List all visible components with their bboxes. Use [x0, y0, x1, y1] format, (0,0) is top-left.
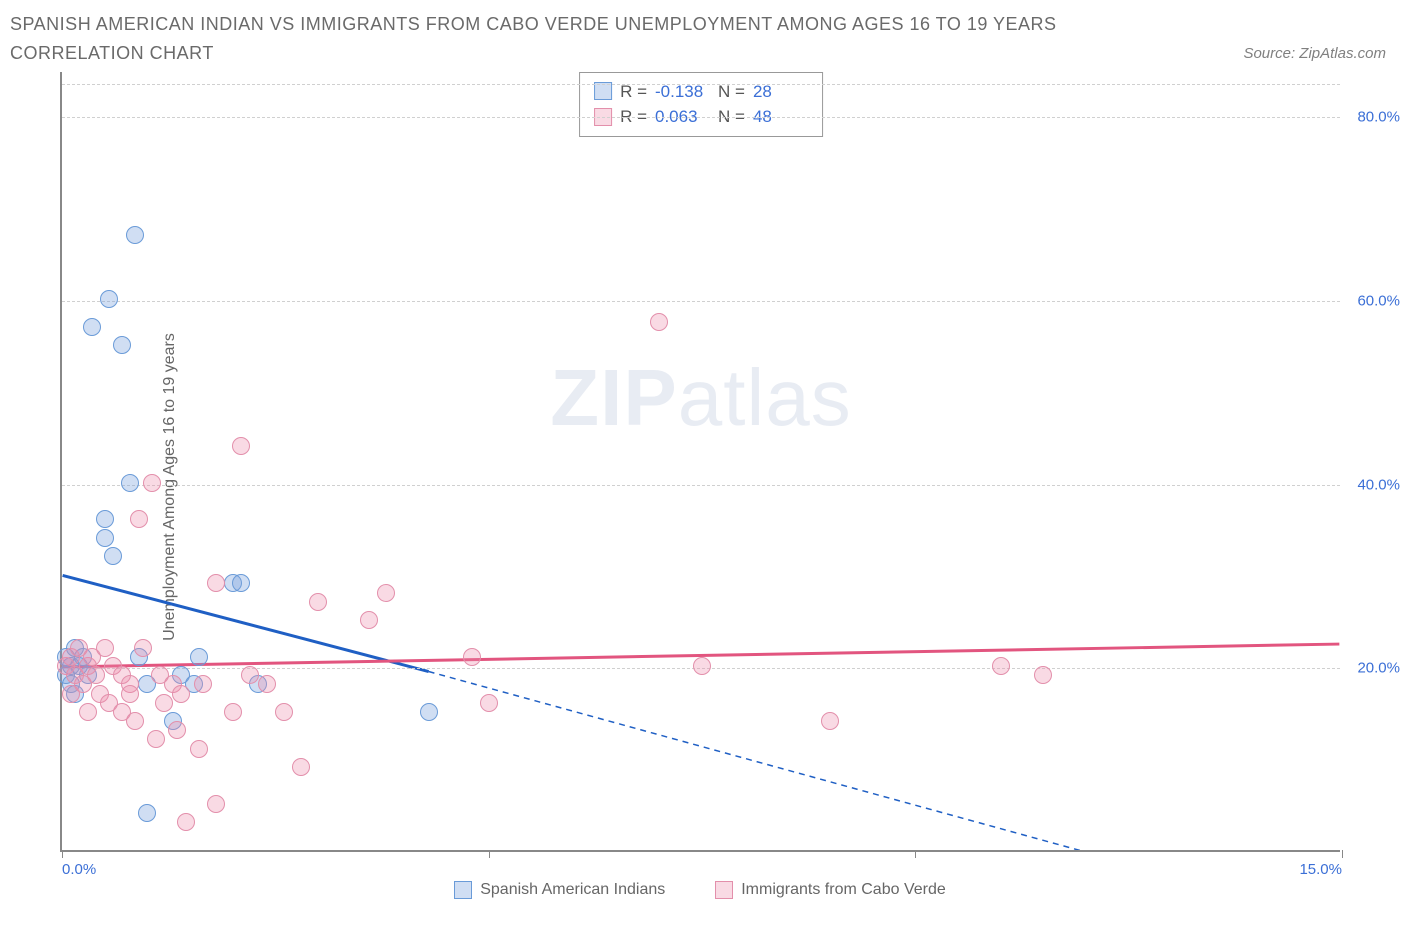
- scatter-point: [232, 437, 250, 455]
- scatter-point: [207, 574, 225, 592]
- stats-legend-box: R =-0.138 N =28R =0.063 N =48: [579, 72, 823, 137]
- stats-row: R =-0.138 N =28: [594, 79, 808, 105]
- scatter-point: [172, 685, 190, 703]
- y-tick-label: 60.0%: [1345, 293, 1400, 310]
- scatter-point: [177, 813, 195, 831]
- scatter-point: [155, 694, 173, 712]
- legend-swatch: [715, 881, 733, 899]
- trend-lines: [62, 72, 1340, 850]
- scatter-point: [650, 313, 668, 331]
- scatter-point: [100, 290, 118, 308]
- scatter-point: [232, 574, 250, 592]
- scatter-point: [1034, 666, 1052, 684]
- legend-label: Immigrants from Cabo Verde: [741, 881, 946, 899]
- scatter-point: [79, 703, 97, 721]
- gridline: [62, 117, 1340, 118]
- scatter-point: [480, 694, 498, 712]
- gridline: [62, 485, 1340, 486]
- legend-swatch: [454, 881, 472, 899]
- scatter-point: [292, 758, 310, 776]
- x-tick: [1342, 850, 1343, 858]
- scatter-point: [360, 611, 378, 629]
- scatter-point: [258, 675, 276, 693]
- gridline: [62, 301, 1340, 302]
- x-tick: [915, 850, 916, 858]
- source-label: Source: ZipAtlas.com: [1243, 45, 1396, 68]
- scatter-point: [126, 226, 144, 244]
- scatter-point: [96, 639, 114, 657]
- scatter-point: [377, 584, 395, 602]
- y-tick-label: 80.0%: [1345, 109, 1400, 126]
- scatter-point: [113, 336, 131, 354]
- scatter-point: [96, 529, 114, 547]
- scatter-point: [134, 639, 152, 657]
- gridline: [62, 84, 1340, 85]
- scatter-point: [241, 666, 259, 684]
- legend-label: Spanish American Indians: [480, 881, 665, 899]
- legend-item: Spanish American Indians: [454, 881, 665, 899]
- scatter-point: [126, 712, 144, 730]
- scatter-point: [693, 657, 711, 675]
- scatter-point: [121, 474, 139, 492]
- scatter-point: [96, 510, 114, 528]
- scatter-point: [309, 593, 327, 611]
- scatter-point: [104, 547, 122, 565]
- scatter-point: [224, 703, 242, 721]
- scatter-point: [121, 685, 139, 703]
- series-legend: Spanish American Indians Immigrants from …: [60, 876, 1340, 904]
- scatter-point: [87, 666, 105, 684]
- y-tick-label: 40.0%: [1345, 476, 1400, 493]
- y-tick-label: 20.0%: [1345, 660, 1400, 677]
- scatter-point: [168, 721, 186, 739]
- x-tick: [62, 850, 63, 858]
- x-tick: [489, 850, 490, 858]
- watermark: ZIPatlas: [550, 352, 851, 444]
- chart-area: Unemployment Among Ages 16 to 19 years Z…: [10, 72, 1396, 902]
- scatter-point: [420, 703, 438, 721]
- chart-title: SPANISH AMERICAN INDIAN VS IMMIGRANTS FR…: [10, 10, 1130, 68]
- scatter-point: [821, 712, 839, 730]
- scatter-point: [143, 474, 161, 492]
- scatter-point: [130, 510, 148, 528]
- scatter-point: [190, 740, 208, 758]
- scatter-point: [194, 675, 212, 693]
- scatter-point: [275, 703, 293, 721]
- scatter-point: [138, 804, 156, 822]
- legend-swatch: [594, 82, 612, 100]
- scatter-point: [207, 795, 225, 813]
- scatter-point: [147, 730, 165, 748]
- legend-item: Immigrants from Cabo Verde: [715, 881, 946, 899]
- plot-region: ZIPatlas R =-0.138 N =28R =0.063 N =48 2…: [60, 72, 1340, 852]
- scatter-point: [83, 318, 101, 336]
- scatter-point: [992, 657, 1010, 675]
- scatter-point: [463, 648, 481, 666]
- scatter-point: [190, 648, 208, 666]
